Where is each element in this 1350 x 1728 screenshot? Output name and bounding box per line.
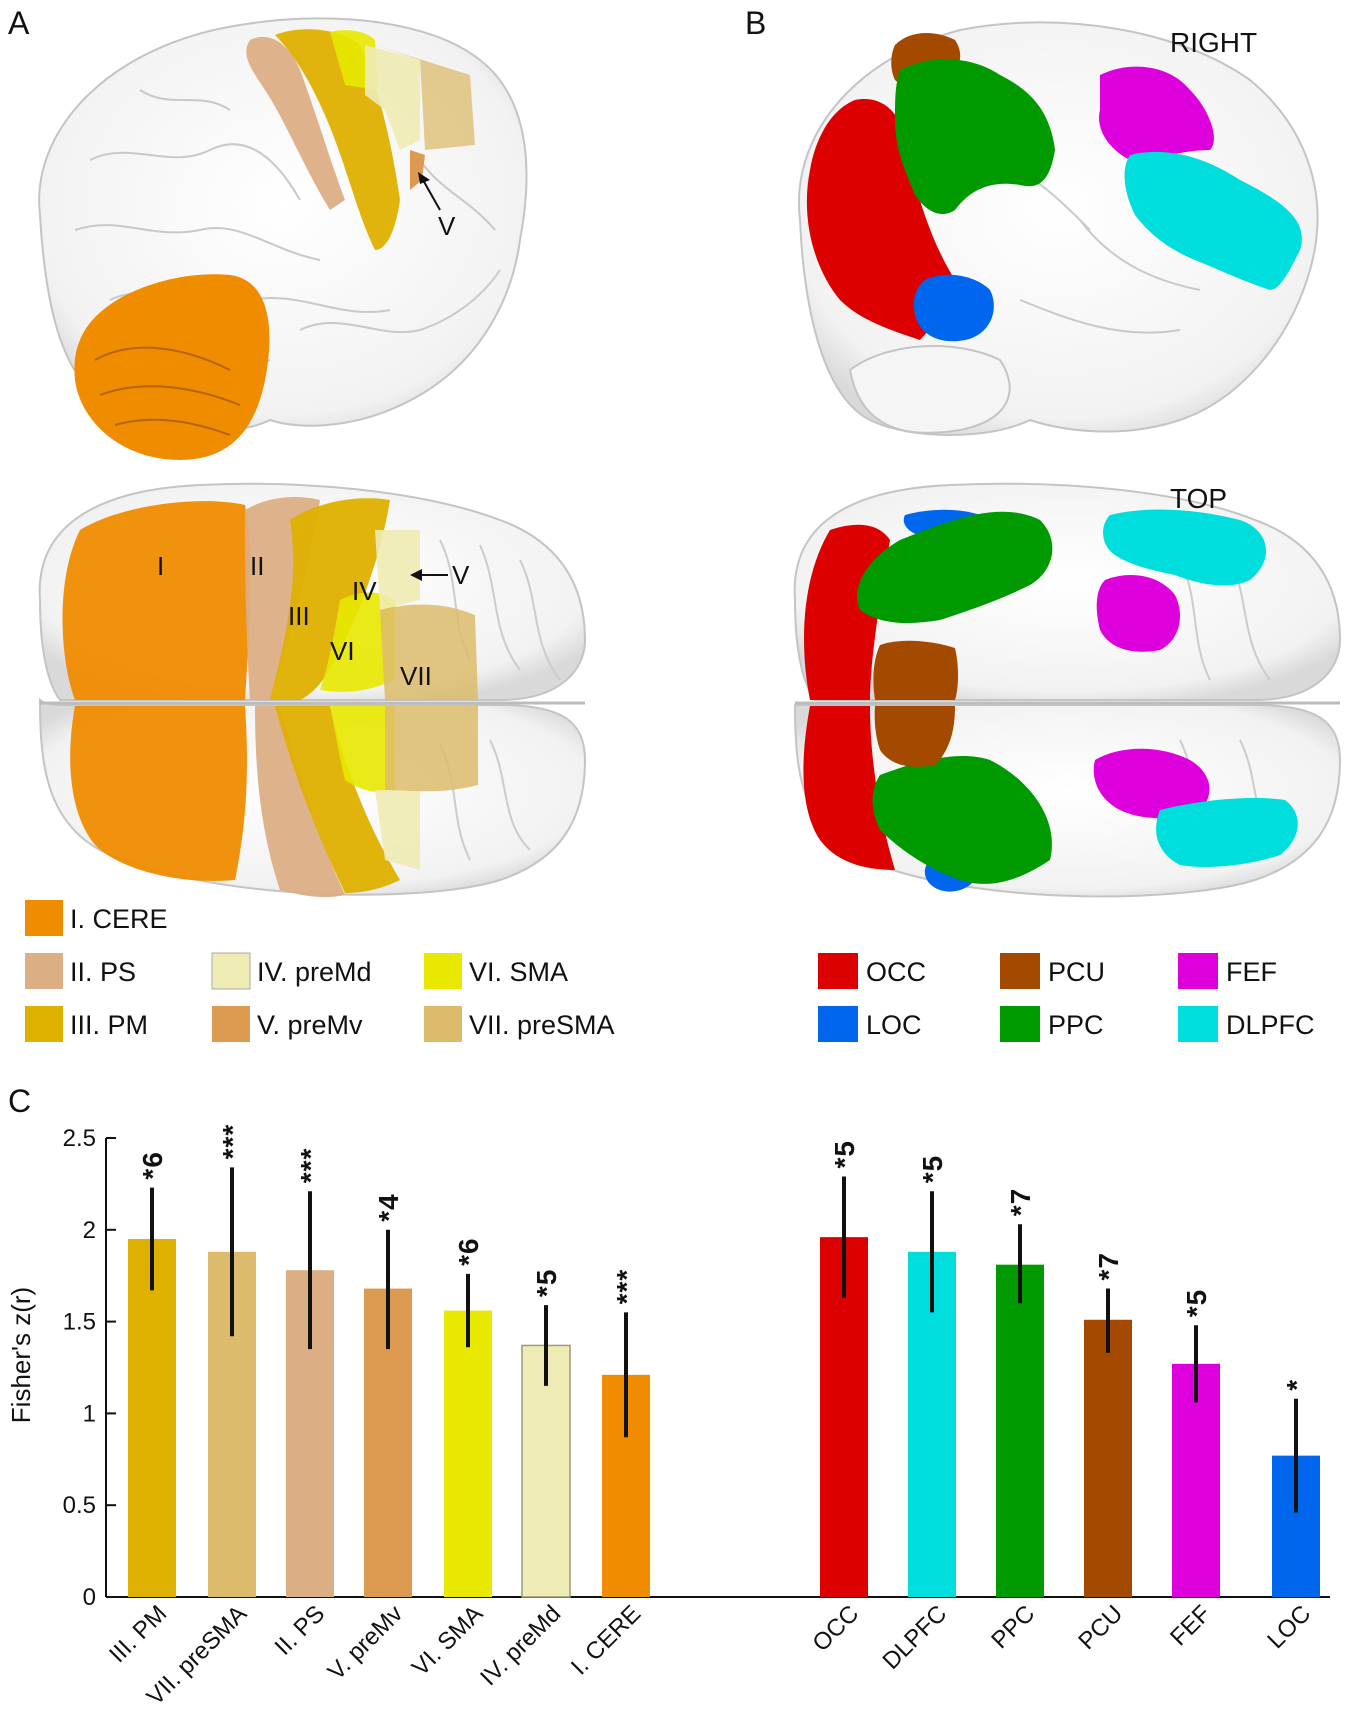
legend-label-ps: II. PS (70, 957, 136, 987)
significance-label: *4 (373, 1193, 404, 1221)
x-tick-label: LOC (1262, 1600, 1316, 1654)
x-tick-label: II. PS (270, 1600, 331, 1661)
significance-label: *7 (1093, 1252, 1124, 1280)
legend-label-pm: III. PM (70, 1010, 148, 1040)
label-ii: II (250, 551, 264, 581)
x-tick-label: V. preMv (323, 1600, 408, 1685)
significance-label: *6 (453, 1237, 484, 1265)
legend-label-premd: IV. preMd (257, 957, 372, 987)
legend-swatch-presma (424, 1006, 462, 1042)
legend-label-pcu: PCU (1048, 957, 1105, 987)
legend-label-dlpfc: DLPFC (1226, 1010, 1315, 1040)
significance-label: *5 (531, 1269, 562, 1297)
x-tick-label: I. CERE (566, 1600, 646, 1680)
y-tick-label: 2.5 (63, 1125, 96, 1152)
legend-label-premv: V. preMv (257, 1010, 363, 1040)
significance-label: *** (217, 1124, 248, 1160)
x-tick-label: DLPFC (878, 1600, 953, 1675)
significance-label: *6 (137, 1151, 168, 1179)
chart-y-axis-label: Fisher's z(r) (6, 1287, 36, 1423)
legend-swatch-premv (212, 1006, 250, 1042)
bar (1084, 1319, 1132, 1597)
bar (996, 1264, 1044, 1597)
view-label-top: TOP (1170, 483, 1227, 514)
bar (128, 1238, 176, 1597)
label-v-lateral: V (438, 211, 456, 241)
y-tick-label: 1 (83, 1400, 96, 1427)
significance-label: *7 (1005, 1188, 1036, 1216)
y-tick-label: 0 (83, 1584, 96, 1611)
significance-label: *5 (829, 1140, 860, 1168)
label-v-top: V (452, 560, 470, 590)
significance-label: *5 (1181, 1289, 1212, 1317)
legend-label-sma: VI. SMA (469, 957, 568, 987)
significance-label: * (1281, 1379, 1312, 1391)
legend-label-presma: VII. preSMA (469, 1010, 615, 1040)
x-tick-label: III. PM (104, 1600, 172, 1668)
brain-a-top: I II III IV VI VII V (38, 482, 587, 898)
chart-bars (128, 1237, 1320, 1598)
legend-swatch-sma (424, 953, 462, 989)
chart-significance-labels: *6 *** *** *4 *6 *5 *** *5 *5 *7 *7 *5 * (137, 1124, 1312, 1391)
legend-swatch-loc (818, 1006, 858, 1042)
legend-label-ppc: PPC (1048, 1010, 1104, 1040)
brain-b-lateral: RIGHT (797, 21, 1319, 436)
label-iv: IV (352, 576, 377, 606)
legend-swatch-pm (25, 1006, 63, 1042)
label-i: I (157, 551, 164, 581)
brain-b-top: TOP (793, 482, 1342, 898)
chart-error-bars (150, 1167, 1298, 1513)
legend-swatch-cere (25, 900, 63, 936)
legend-swatch-fef (1178, 953, 1218, 989)
brain-a-lateral: V (38, 17, 528, 460)
legend-label-occ: OCC (866, 957, 926, 987)
legend-b: OCC LOC PCU PPC FEF DLPFC (818, 953, 1315, 1042)
y-tick-label: 2 (83, 1217, 96, 1244)
x-tick-label: PPC (986, 1600, 1040, 1654)
label-vi: VI (330, 636, 355, 666)
significance-label: *** (295, 1148, 326, 1184)
view-label-right: RIGHT (1170, 27, 1257, 58)
x-tick-label: VI. SMA (407, 1600, 488, 1681)
bar (444, 1310, 492, 1597)
y-tick-label: 1.5 (63, 1309, 96, 1336)
panel-letter-a: A (8, 5, 30, 41)
panel-letter-b: B (745, 5, 766, 41)
significance-label: *** (611, 1269, 642, 1305)
bar (1172, 1363, 1220, 1597)
x-tick-label: IV. preMd (475, 1600, 566, 1691)
y-tick-label: 0.5 (63, 1492, 96, 1519)
legend-swatch-occ (818, 953, 858, 989)
significance-label: *5 (917, 1155, 948, 1183)
legend-label-loc: LOC (866, 1010, 922, 1040)
legend-swatch-ps (25, 953, 63, 989)
legend-label-cere: I. CERE (70, 904, 168, 934)
x-tick-label: PCU (1073, 1600, 1128, 1655)
x-tick-label: OCC (807, 1600, 864, 1657)
label-vii: VII (400, 661, 432, 691)
legend-swatch-premd (211, 952, 251, 990)
legend-label-fef: FEF (1226, 957, 1277, 987)
legend-swatch-ppc (1000, 1006, 1040, 1042)
label-iii: III (288, 601, 310, 631)
legend-a: I. CERE II. PS III. PM IV. preMd V. preM… (25, 900, 615, 1042)
legend-swatch-pcu (1000, 953, 1040, 989)
panel-letter-c: C (8, 1083, 31, 1119)
legend-swatch-dlpfc (1178, 1006, 1218, 1042)
x-tick-label: FEF (1165, 1600, 1216, 1651)
bar-chart: 0 0.5 1 1.5 2 2.5 *6 *** *** *4 *6 *5 *** *5 *5 *7 *7 *5… (6, 1124, 1330, 1711)
